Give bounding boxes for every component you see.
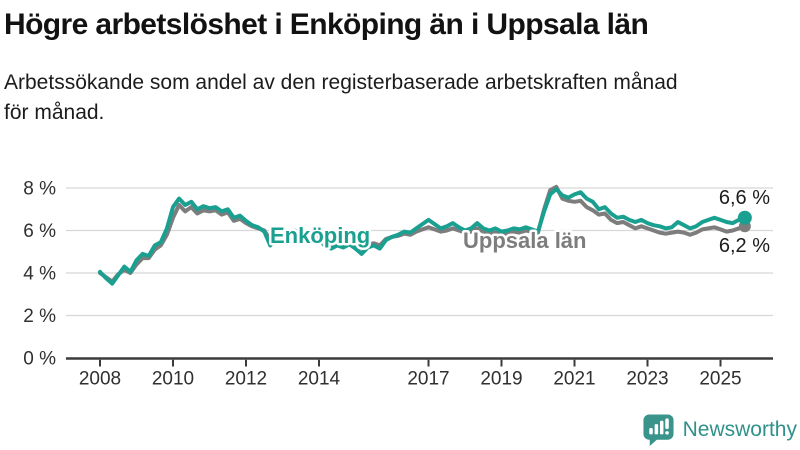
x-axis-label: 2012 (225, 369, 267, 390)
y-axis-label: 8 % (23, 179, 56, 200)
x-axis-label: 2014 (298, 369, 341, 390)
series-label-enkoping: Enköping (270, 223, 370, 248)
x-axis-label: 2023 (626, 369, 668, 390)
newsworthy-logo-text: Newsworthy (682, 418, 797, 441)
y-axis-label: 4 % (23, 264, 56, 285)
enkoping-line-series (98, 187, 747, 286)
y-axis-label: 2 % (23, 306, 56, 327)
newsworthy-logo-icon (643, 414, 674, 447)
newsworthy-logo[interactable]: Newsworthy (642, 413, 797, 447)
chart-subtitle: Arbetssökande som andel av den registerb… (4, 71, 678, 124)
end-value-label-uppsala: 6,2 % (719, 235, 770, 257)
y-axis-label: 0 % (23, 349, 56, 370)
enkoping-end-dot (737, 210, 752, 225)
x-axis-label: 2021 (553, 369, 595, 390)
page-title: Högre arbetslöshet i Enköping än i Uppsa… (4, 8, 649, 41)
x-axis-label: 2017 (407, 369, 449, 390)
x-axis-label: 2025 (699, 369, 741, 390)
uppsala-line-series (98, 184, 747, 284)
end-value-label-enkoping: 6,6 % (719, 187, 770, 209)
x-axis-label: 2008 (79, 369, 121, 390)
series-label-uppsala: Uppsala län (463, 228, 586, 253)
x-axis-label: 2019 (480, 369, 522, 390)
y-axis-label: 6 % (23, 221, 56, 242)
x-axis-label: 2010 (152, 369, 194, 390)
